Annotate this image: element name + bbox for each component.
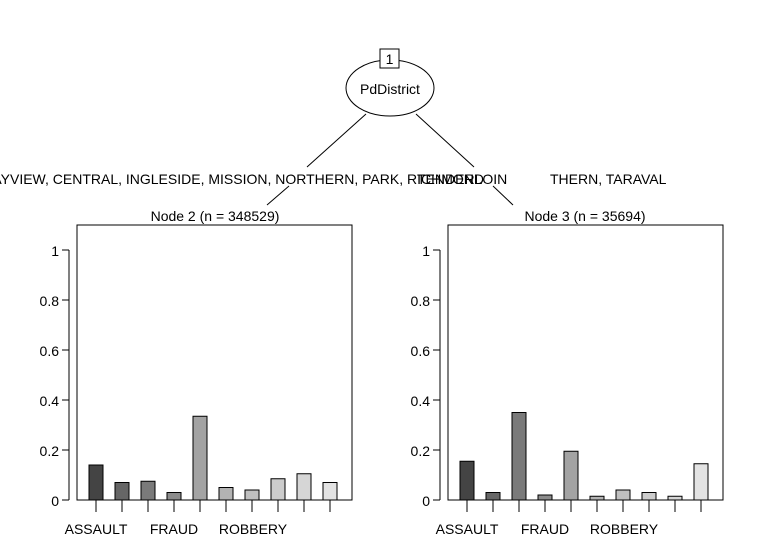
node-2-bar-3 (166, 492, 182, 501)
edge-left-upper (306, 113, 367, 168)
node-3-ytick-label-3: 0.6 (411, 343, 431, 359)
node-3-bars (459, 412, 709, 501)
node-2-bar-1 (114, 482, 130, 501)
node-3-xtick-label-robbery: ROBBERY (590, 521, 659, 537)
node-2-bar-9 (322, 482, 338, 501)
node-2-bar-2 (140, 480, 156, 501)
node-2-ytick-label-2: 0.4 (40, 393, 60, 409)
node-2-bar-6 (244, 489, 260, 501)
node-3-bar-8 (667, 495, 683, 501)
node-2-xtick-label-fraud: FRAUD (150, 521, 198, 537)
node-3-bar-3 (537, 494, 553, 501)
node-2-xtick-label-assault: ASSAULT (65, 521, 128, 537)
node-3-xtick-label-assault: ASSAULT (436, 521, 499, 537)
node-3-bar-7 (641, 492, 657, 501)
root-node-id-box (379, 48, 400, 69)
split-label-left: BAYVIEW, CENTRAL, INGLESIDE, MISSION, NO… (0, 171, 484, 187)
node-3-plot-frame (447, 224, 724, 501)
node-2-xtick-label-robbery: ROBBERY (219, 521, 288, 537)
node-2-bar-5 (218, 487, 234, 501)
node-3-ytick-label-5: 1 (422, 243, 430, 259)
node-2-plot-frame (76, 224, 353, 501)
node-2-ytick-label-1: 0.2 (40, 443, 60, 459)
node-2-ytick-label-4: 0.8 (40, 293, 60, 309)
node-2-ytick-label-3: 0.6 (40, 343, 60, 359)
node-2-panel: Node 2 (n = 348529) 0 0.2 0.4 0.6 0.8 1 … (40, 208, 353, 537)
node-3-bar-5 (589, 495, 605, 501)
split-label-right: TENDERLOIN (417, 171, 507, 187)
node-3-bar-1 (485, 492, 501, 501)
node-2-ytick-label-0: 0 (51, 493, 59, 509)
node-3-bar-2 (511, 412, 527, 501)
node-3-bar-0 (459, 460, 475, 501)
node-3-ytick-label-4: 0.8 (411, 293, 431, 309)
edge-right-lower (492, 185, 514, 206)
edge-right-upper (415, 113, 475, 168)
node-3-ytick-label-2: 0.4 (411, 393, 431, 409)
node-3-bar-4 (563, 450, 579, 501)
node-2-bar-7 (270, 478, 286, 501)
node-3-bar-6 (615, 489, 631, 501)
edge-left-lower (266, 185, 290, 206)
node-2-ytick-label-5: 1 (51, 243, 59, 259)
root-node-id: 1 (386, 51, 394, 67)
node-3-title: Node 3 (n = 35694) (524, 208, 645, 224)
node-3-bar-9 (693, 463, 709, 501)
node-2-title: Node 2 (n = 348529) (151, 208, 280, 224)
split-label-right-tail: THERN, TARAVAL (550, 171, 667, 187)
node-2-bars (88, 415, 338, 501)
node-3-xtick-label-fraud: FRAUD (521, 521, 569, 537)
node-3-ytick-label-1: 0.2 (411, 443, 431, 459)
node-2-bar-8 (296, 473, 312, 501)
node-3-panel: Node 3 (n = 35694) 0 0.2 0.4 0.6 0.8 1 A… (411, 208, 724, 537)
node-2-bar-4 (192, 415, 208, 501)
node-2-bar-0 (88, 464, 104, 501)
node-3-ytick-label-0: 0 (422, 493, 430, 509)
root-node-variable: PdDistrict (360, 81, 420, 97)
